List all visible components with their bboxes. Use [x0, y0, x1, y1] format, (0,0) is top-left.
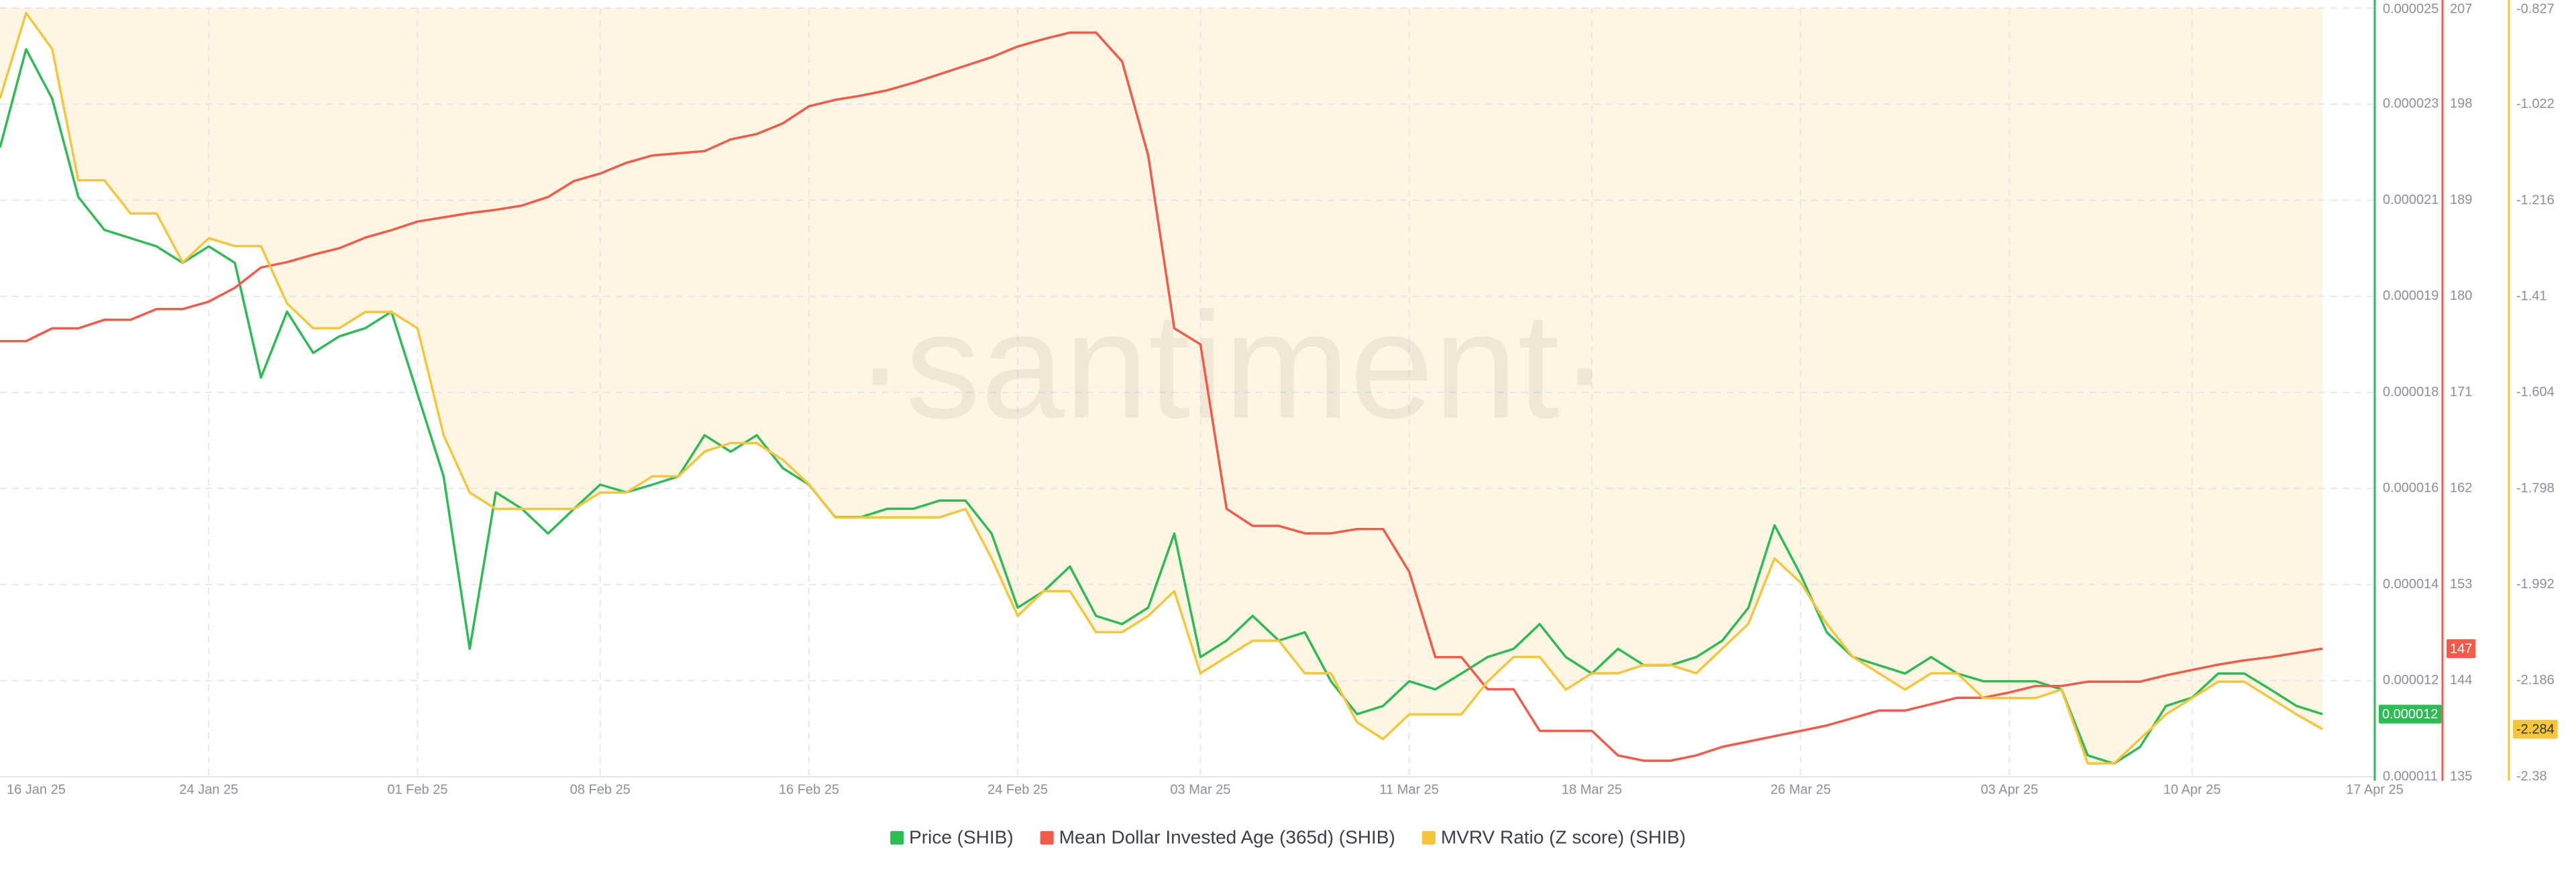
x-tick-label: 24 Jan 25 — [179, 782, 238, 797]
x-tick-label: 16 Feb 25 — [779, 782, 839, 797]
x-tick-label: 08 Feb 25 — [570, 782, 631, 797]
badge-bg — [2447, 639, 2476, 658]
series-line — [0, 31, 2323, 762]
y2-tick-label: 180 — [2450, 288, 2472, 303]
badge-label: 0.000012 — [2382, 707, 2438, 722]
legend-swatch — [1421, 831, 1436, 844]
y-tick-label: 0.000012 — [2383, 673, 2438, 688]
y-tick-label: 0.000019 — [2383, 288, 2438, 303]
x-tick-label: 03 Apr 25 — [1981, 782, 2039, 797]
x-tick-label: 18 Mar 25 — [1562, 782, 1622, 797]
y3-tick-label: -2.186 — [2516, 673, 2555, 688]
series-line — [0, 11, 2324, 765]
y2-tick-label: 162 — [2450, 481, 2472, 496]
x-tick-label: 10 Apr 25 — [2163, 782, 2221, 797]
x-tick-label: 17 Apr 25 — [2346, 782, 2404, 797]
legend: Price (SHIB) Mean Dollar Invested Age (36… — [890, 826, 1686, 847]
y2-tick-label: 198 — [2450, 97, 2472, 111]
y-tick-label: 0.000016 — [2383, 481, 2438, 496]
y3-tick-label: -1.41 — [2516, 288, 2547, 303]
y2-tick-label: 135 — [2450, 769, 2472, 783]
y3-tick-label: -2.38 — [2516, 769, 2547, 783]
y3-tick-label: -1.992 — [2516, 577, 2555, 592]
last-value-badge: 0.000012 — [2379, 704, 2442, 724]
area-fill — [0, 8, 2323, 764]
x-tick-label: 11 Mar 25 — [1379, 782, 1439, 797]
legend-swatch — [890, 831, 904, 844]
legend-label: Price (SHIB) — [909, 826, 1014, 847]
y2-tick-label: 207 — [2450, 1, 2472, 16]
badge-label: -2.284 — [2516, 722, 2555, 737]
y3-tick-label: -0.827 — [2516, 1, 2555, 16]
y-tick-label: 0.000018 — [2383, 384, 2438, 399]
background-layer — [0, 7, 2375, 777]
y2-tick-label: 153 — [2450, 577, 2472, 592]
legend-label: Mean Dollar Invested Age (365d) (SHIB) — [1059, 826, 1395, 847]
x-tick-label: 16 Jan 25 — [7, 782, 66, 797]
y2-tick-label: 171 — [2450, 384, 2472, 399]
foreground-layer: 0.000011 0.000012 0.000014 0.000016 0.000018… — [0, 0, 2558, 847]
y3-tick-label: -1.022 — [2516, 97, 2555, 111]
legend-swatch — [1040, 831, 1054, 844]
badge-bg — [2379, 704, 2442, 724]
legend-label: MVRV Ratio (Z score) (SHIB) — [1441, 826, 1686, 847]
last-value-badge: -2.284 — [2513, 720, 2558, 739]
x-tick-label: 26 Mar 25 — [1770, 782, 1831, 797]
y2-tick-label: 144 — [2450, 673, 2472, 688]
y3-tick-label: -1.216 — [2516, 193, 2555, 207]
y-tick-label: 0.000021 — [2383, 193, 2438, 207]
badge-bg — [2513, 720, 2558, 739]
x-tick-label: 24 Feb 25 — [987, 782, 1048, 797]
y-tick-label: 0.000014 — [2383, 577, 2438, 592]
y3-tick-label: -1.798 — [2516, 481, 2555, 496]
last-value-badge: 147 — [2447, 639, 2476, 658]
x-tick-label: 03 Mar 25 — [1170, 782, 1230, 797]
series-line — [0, 48, 2323, 765]
y3-tick-label: -1.604 — [2516, 385, 2555, 400]
x-tick-label: 01 Feb 25 — [387, 782, 447, 797]
y-tick-label: 0.000011 — [2383, 769, 2438, 783]
y-tick-label: 0.000025 — [2383, 1, 2438, 16]
y2-tick-label: 189 — [2450, 193, 2472, 207]
y-tick-label: 0.000023 — [2383, 97, 2438, 111]
badge-label: 147 — [2450, 641, 2472, 656]
watermark: ·santiment· — [855, 280, 1609, 449]
